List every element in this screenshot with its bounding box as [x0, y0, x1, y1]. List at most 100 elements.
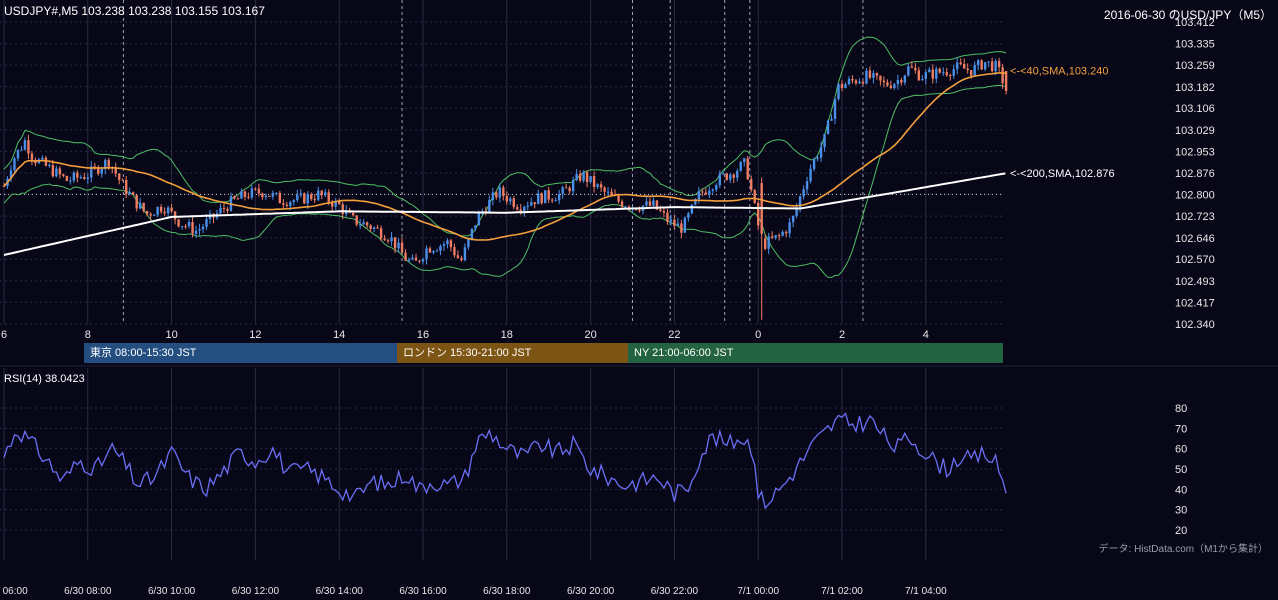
candle-body [331, 202, 334, 207]
candle-body [76, 172, 79, 178]
candle-body [149, 213, 152, 216]
candle-body [58, 168, 62, 175]
price-tick-label: 102.646 [1175, 233, 1215, 245]
candle-body [606, 191, 610, 193]
bollinger-lower [3, 84, 1007, 278]
candle-body [285, 204, 289, 207]
price-tick-label: 102.953 [1175, 146, 1215, 158]
candle-body [30, 153, 34, 160]
candle-body [226, 208, 229, 211]
time-tick-label: 7/1 04:00 [905, 586, 947, 597]
candle-body [369, 225, 372, 229]
candle-body [666, 212, 669, 222]
session-markers [122, 0, 864, 324]
candle-body [648, 201, 652, 206]
candle-body [439, 245, 442, 251]
candle-body [299, 193, 302, 196]
candle-body [624, 206, 627, 208]
candle-body [858, 81, 861, 84]
candle-body [317, 190, 320, 200]
candle-body [907, 66, 910, 76]
candle-body [13, 158, 16, 171]
rsi-title: RSI(14) 38.0423 [4, 373, 85, 385]
candle-body [585, 172, 589, 182]
candle-body [222, 207, 226, 209]
hour-tick-label: 18 [501, 329, 513, 341]
candle-body [173, 211, 177, 220]
candle-body [442, 244, 446, 246]
candle-body [875, 73, 879, 76]
price-tick-label: 103.182 [1175, 82, 1215, 94]
time-tick-label: 6/30 22:00 [651, 586, 699, 597]
candle-body [519, 209, 522, 212]
candle-body [470, 228, 474, 239]
rsi-tick-label: 20 [1175, 525, 1187, 537]
candle-body [303, 193, 306, 204]
candle-body [736, 170, 739, 178]
candle-body [694, 199, 697, 205]
hour-tick-label: 12 [249, 329, 261, 341]
candle-body [837, 83, 840, 100]
candle-body [673, 219, 676, 226]
hour-tick-label: 6 [1, 329, 7, 341]
candle-body [128, 192, 131, 195]
candle-body [240, 191, 243, 199]
candle-body [729, 174, 732, 180]
candle-body [882, 80, 886, 83]
session-tokyo: 東京 08:00-15:30 JST [84, 343, 397, 363]
candle-body [400, 242, 404, 253]
rsi-tick-label: 60 [1175, 444, 1187, 456]
candle-body [976, 60, 980, 66]
candle-body [386, 240, 390, 242]
candle-body [921, 78, 924, 81]
candle-body [952, 69, 955, 76]
candle-body [86, 177, 89, 179]
candle-body [421, 259, 425, 262]
price-tick-label: 102.417 [1175, 297, 1215, 309]
price-tick-label: 103.029 [1175, 125, 1215, 137]
candle-body [278, 192, 282, 204]
candle-body [393, 237, 397, 249]
candle-body [509, 198, 512, 202]
candle-body [561, 187, 564, 194]
candles [2, 57, 1008, 320]
candle-body [722, 173, 725, 175]
candle-body [994, 60, 997, 72]
candle-body [886, 82, 889, 86]
candle-body [854, 80, 858, 84]
candle-body [250, 188, 254, 198]
candle-body [355, 215, 358, 225]
candle-body [767, 236, 770, 249]
candle-body [963, 64, 966, 69]
candle-body [282, 203, 285, 205]
candle-body [372, 227, 376, 229]
candle-body [652, 200, 655, 206]
candle-body [809, 168, 812, 182]
candle-body [456, 255, 460, 259]
bollinger-bands [3, 36, 1007, 278]
candle-body [118, 173, 121, 180]
candle-body [131, 192, 135, 195]
candle-body [638, 209, 641, 211]
candle-body [16, 149, 20, 159]
candle-body [743, 158, 746, 162]
rsi-tick-label: 40 [1175, 484, 1187, 496]
candle-body [599, 184, 603, 188]
candle-body [62, 174, 65, 177]
candle-body [914, 67, 917, 71]
candle-body [523, 206, 526, 212]
candle-body [516, 207, 519, 210]
candle-body [812, 159, 816, 169]
candle-body [781, 231, 784, 236]
sma40-label: <-<40,SMA,103.240 [1010, 65, 1108, 77]
price-tick-label: 103.335 [1175, 39, 1215, 51]
candle-body [289, 202, 292, 207]
candle-body [418, 260, 421, 262]
candle-body [428, 248, 432, 253]
sma200-line [3, 172, 1006, 256]
candle-body [177, 219, 180, 227]
candle-body [505, 195, 508, 202]
candle-body [236, 198, 240, 200]
